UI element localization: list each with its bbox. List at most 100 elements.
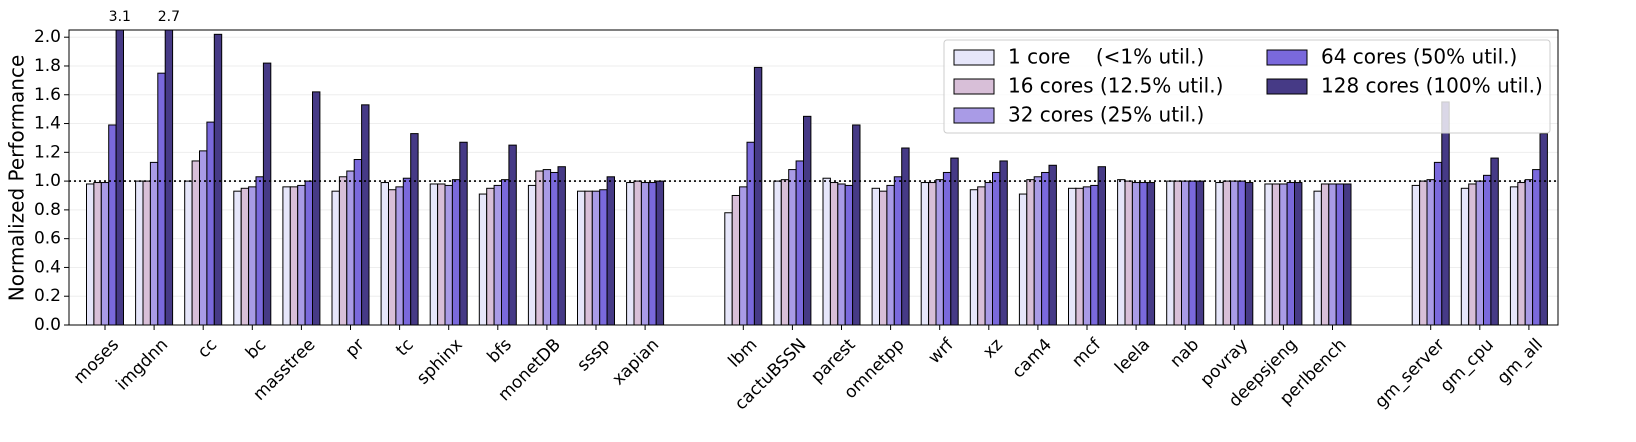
- bar: [1117, 179, 1126, 325]
- bar: [1124, 180, 1133, 325]
- legend-label: 32 cores (25% util.): [1008, 103, 1204, 127]
- legend-box: [943, 39, 1551, 134]
- x-tick-label: gm_server: [1371, 335, 1449, 413]
- x-tick-label: gm_all: [1493, 335, 1547, 389]
- bar: [648, 182, 657, 325]
- bar: [542, 169, 552, 325]
- bar: [1411, 184, 1421, 325]
- bar: [1313, 190, 1322, 325]
- bar: [86, 183, 95, 325]
- bar: [1419, 180, 1428, 325]
- bar: [388, 189, 397, 325]
- bar: [557, 166, 566, 325]
- value-label: 2.7: [158, 9, 180, 25]
- bar: [1532, 169, 1541, 325]
- bar: [248, 186, 257, 325]
- bar: [429, 183, 439, 325]
- bar: [312, 91, 321, 325]
- bar: [191, 160, 201, 325]
- x-tick-label: cam4: [1008, 335, 1055, 382]
- bar: [361, 104, 370, 325]
- bar: [395, 186, 404, 325]
- bar: [746, 141, 755, 325]
- y-tick-label: 1.0: [34, 171, 61, 191]
- legend-swatch: [953, 49, 995, 66]
- bar: [871, 187, 880, 325]
- x-tick-label: tc: [392, 335, 417, 360]
- bar: [1097, 166, 1106, 325]
- bar: [1490, 157, 1499, 325]
- bar: [282, 186, 291, 325]
- bar: [1483, 174, 1492, 325]
- bar: [626, 182, 635, 325]
- bar: [844, 184, 854, 325]
- bar: [780, 179, 790, 325]
- bar: [1294, 182, 1303, 325]
- bar: [1139, 182, 1148, 325]
- bar: [969, 189, 979, 325]
- bar: [920, 182, 930, 325]
- bar: [577, 190, 586, 325]
- bar: [1328, 183, 1337, 325]
- x-tick-label: leela: [1111, 335, 1154, 378]
- bar: [599, 189, 608, 325]
- bar: [437, 183, 446, 325]
- bar: [1539, 133, 1548, 325]
- bar: [879, 190, 888, 325]
- bar: [1230, 180, 1239, 325]
- bar: [108, 124, 117, 325]
- bar: [1090, 184, 1099, 325]
- bar: [331, 190, 340, 325]
- bar: [262, 62, 272, 325]
- bar: [1475, 180, 1484, 325]
- bar: [1195, 180, 1205, 325]
- y-tick-label: 1.6: [34, 85, 61, 105]
- bar: [1048, 164, 1057, 325]
- bar: [1181, 180, 1190, 325]
- bar: [1279, 183, 1288, 325]
- y-tick-label: 0.4: [34, 257, 61, 277]
- y-axis-label: Normalized Performance: [5, 55, 29, 302]
- y-tick-label: 2.0: [34, 27, 61, 47]
- bar: [1146, 182, 1156, 325]
- bar: [1033, 176, 1043, 325]
- bar: [822, 177, 831, 325]
- bar: [501, 179, 510, 325]
- bar: [233, 190, 242, 325]
- bar: [893, 176, 903, 325]
- y-tick-label: 0.6: [34, 229, 61, 249]
- bar: [591, 190, 601, 325]
- bar: [1018, 193, 1028, 325]
- bar: [1082, 186, 1092, 325]
- value-label: 3.1: [109, 9, 131, 25]
- bar: [1524, 179, 1534, 325]
- y-tick-label: 1.2: [34, 142, 61, 162]
- bar: [935, 179, 944, 325]
- bar: [1222, 180, 1232, 325]
- bar: [410, 133, 419, 325]
- bar: [1426, 179, 1435, 325]
- bar: [803, 115, 812, 325]
- bar: [157, 72, 166, 325]
- y-tick-label: 0.2: [34, 286, 61, 306]
- x-tick-label: wrf: [925, 334, 959, 368]
- bar: [206, 121, 215, 325]
- bar: [493, 184, 503, 325]
- bar: [992, 171, 1001, 325]
- bar: [451, 179, 461, 325]
- bar: [1441, 101, 1450, 325]
- bar: [535, 170, 544, 325]
- bar: [527, 184, 537, 325]
- bar: [731, 194, 741, 325]
- bar: [1166, 180, 1175, 325]
- bar: [1271, 183, 1281, 325]
- bar: [297, 184, 306, 325]
- bar: [402, 177, 412, 325]
- bar: [1026, 179, 1035, 325]
- bar: [459, 141, 468, 325]
- bars: [86, 30, 1548, 325]
- legend-label: 1 core (<1% util.): [1008, 45, 1204, 69]
- bar: [380, 182, 390, 325]
- x-tick-label: sssp: [573, 335, 614, 376]
